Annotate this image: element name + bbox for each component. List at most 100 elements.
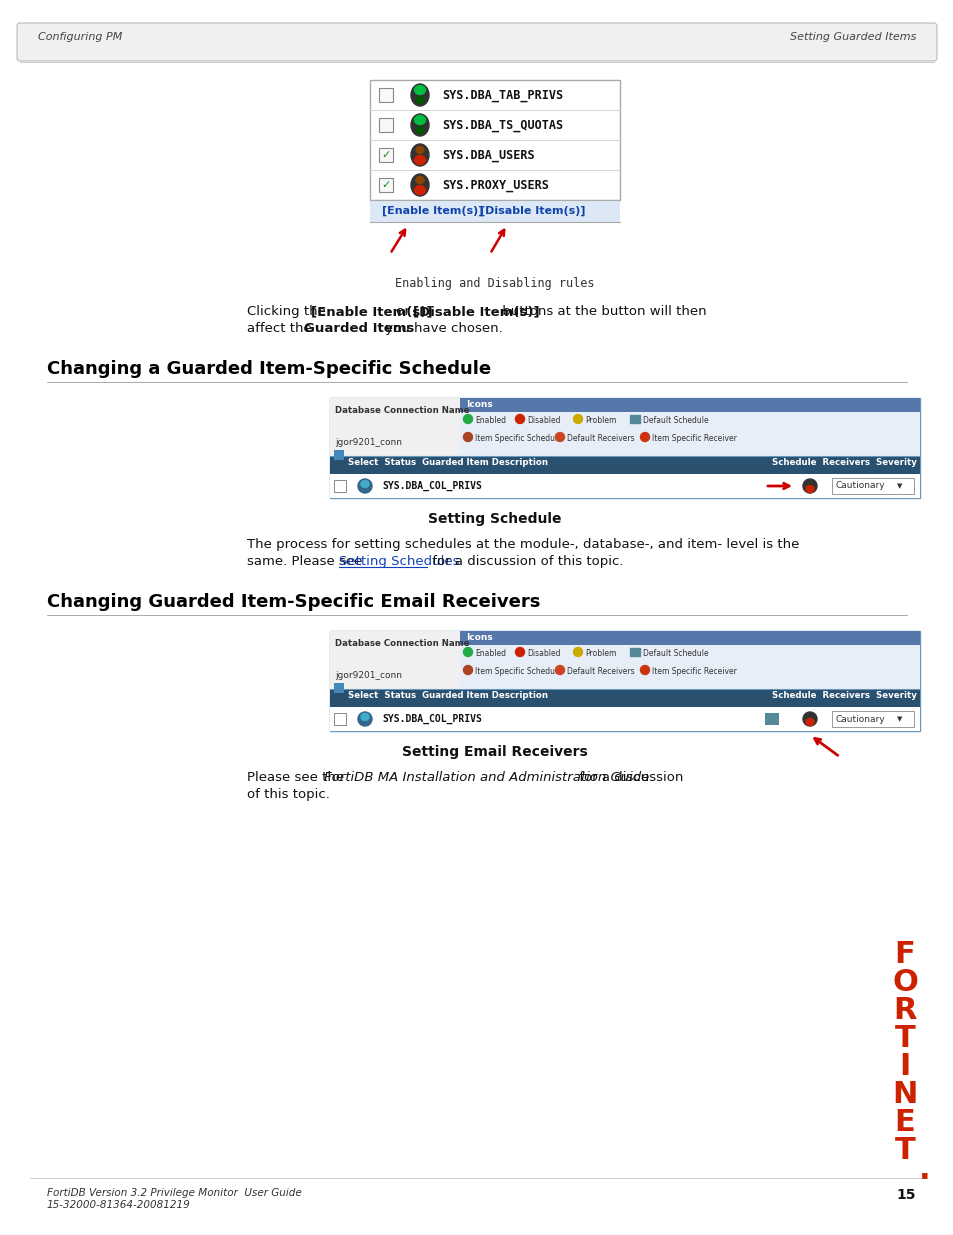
Text: Setting Schedule: Setting Schedule	[428, 513, 561, 526]
Text: [Disable Item(s)]: [Disable Item(s)]	[479, 206, 585, 216]
Bar	[334, 450, 344, 459]
Text: of this topic.: of this topic.	[247, 788, 330, 802]
Text: SYS.DBA_TS_QUOTAS: SYS.DBA_TS_QUOTAS	[441, 119, 562, 131]
Bar	[378, 88, 393, 103]
Text: Default Receivers: Default Receivers	[566, 433, 634, 443]
Text: Problem: Problem	[584, 650, 616, 658]
Ellipse shape	[805, 719, 813, 725]
Text: you have chosen.: you have chosen.	[380, 322, 502, 335]
Text: Changing a Guarded Item-Specific Schedule: Changing a Guarded Item-Specific Schedul…	[47, 359, 491, 378]
Ellipse shape	[802, 479, 816, 493]
Ellipse shape	[416, 147, 423, 153]
Text: Database Connection Name: Database Connection Name	[335, 406, 469, 415]
Bar	[330, 456, 919, 474]
Bar	[330, 631, 919, 731]
Bar	[764, 713, 779, 725]
Ellipse shape	[416, 96, 423, 104]
Text: Select  Status  Guarded Item Description: Select Status Guarded Item Description	[348, 458, 547, 467]
Text: [Enable Item(s)]: [Enable Item(s)]	[381, 206, 483, 216]
Text: affect the: affect the	[247, 322, 315, 335]
Text: T: T	[894, 1136, 915, 1165]
Ellipse shape	[463, 647, 472, 657]
Text: Select  Status  Guarded Item Description: Select Status Guarded Item Description	[348, 692, 547, 700]
Ellipse shape	[573, 647, 582, 657]
Text: Guarded Items: Guarded Items	[304, 322, 414, 335]
Text: Enabled: Enabled	[475, 416, 505, 425]
Bar	[330, 689, 919, 706]
Text: The process for setting schedules at the module-, database-, and item- level is : The process for setting schedules at the…	[247, 538, 799, 551]
Text: SYS.DBA_USERS: SYS.DBA_USERS	[441, 148, 534, 162]
Text: R: R	[892, 995, 916, 1025]
Text: [Enable Item(s)]: [Enable Item(s)]	[311, 305, 432, 317]
Ellipse shape	[639, 666, 649, 674]
Ellipse shape	[463, 415, 472, 424]
Ellipse shape	[805, 485, 813, 493]
Text: SYS.DBA_TAB_PRIVS: SYS.DBA_TAB_PRIVS	[441, 89, 562, 101]
Ellipse shape	[360, 714, 369, 720]
Ellipse shape	[357, 479, 372, 493]
Text: 15: 15	[896, 1188, 915, 1202]
Text: Enabled: Enabled	[475, 650, 505, 658]
Ellipse shape	[639, 432, 649, 441]
Text: Disabled: Disabled	[526, 416, 560, 425]
Text: Default Schedule: Default Schedule	[642, 650, 708, 658]
Text: Default Receivers: Default Receivers	[566, 667, 634, 676]
Text: SYS.DBA_COL_PRIVS: SYS.DBA_COL_PRIVS	[381, 480, 481, 492]
Text: Cautionary: Cautionary	[835, 482, 884, 490]
Bar	[330, 398, 459, 456]
Bar	[378, 178, 393, 191]
Text: ▼: ▼	[896, 483, 902, 489]
Text: for a discussion of this topic.: for a discussion of this topic.	[428, 555, 623, 568]
Text: O: O	[891, 968, 917, 997]
Bar	[459, 412, 919, 456]
Bar	[330, 631, 459, 689]
Ellipse shape	[416, 177, 423, 184]
Ellipse shape	[463, 432, 472, 441]
Bar	[378, 148, 393, 162]
Ellipse shape	[357, 713, 372, 726]
Bar	[831, 478, 913, 494]
Ellipse shape	[414, 156, 425, 164]
Ellipse shape	[573, 415, 582, 424]
Text: Item Specific Receiver: Item Specific Receiver	[651, 667, 736, 676]
Text: Item Specific Schedule: Item Specific Schedule	[475, 667, 561, 676]
Text: ✓: ✓	[381, 180, 391, 190]
Text: Problem: Problem	[584, 416, 616, 425]
Ellipse shape	[416, 126, 423, 133]
Text: jgor9201_conn: jgor9201_conn	[335, 671, 401, 680]
Text: Default Schedule: Default Schedule	[642, 416, 708, 425]
Text: ✓: ✓	[381, 149, 391, 161]
Text: same. Please see: same. Please see	[247, 555, 371, 568]
Text: buttons at the button will then: buttons at the button will then	[497, 305, 706, 317]
Bar	[459, 398, 919, 412]
Text: Item Specific Schedule: Item Specific Schedule	[475, 433, 561, 443]
Text: E: E	[894, 1108, 915, 1137]
Text: Clicking the: Clicking the	[247, 305, 330, 317]
Ellipse shape	[555, 432, 564, 441]
Bar	[459, 645, 919, 689]
Text: Setting Email Receivers: Setting Email Receivers	[402, 745, 587, 760]
Bar	[831, 711, 913, 727]
Text: FortiDB MA Installation and Administration Guide: FortiDB MA Installation and Administrati…	[324, 771, 649, 784]
Text: ▼: ▼	[896, 716, 902, 722]
Text: SYS.PROXY_USERS: SYS.PROXY_USERS	[441, 179, 548, 191]
Text: Please see the: Please see the	[247, 771, 348, 784]
Bar	[629, 415, 639, 424]
Bar	[330, 706, 919, 731]
Text: Database Connection Name: Database Connection Name	[335, 638, 469, 648]
Text: Item Specific Receiver: Item Specific Receiver	[651, 433, 736, 443]
Bar	[330, 398, 919, 498]
Bar	[459, 631, 919, 645]
Ellipse shape	[360, 480, 369, 488]
Text: [Disable Item(s)]: [Disable Item(s)]	[413, 305, 539, 317]
Text: Setting Guarded Items: Setting Guarded Items	[789, 32, 915, 42]
Text: for a discussion: for a discussion	[575, 771, 682, 784]
Text: jgor9201_conn: jgor9201_conn	[335, 438, 401, 447]
Bar	[334, 683, 344, 693]
Bar	[370, 200, 619, 222]
Ellipse shape	[463, 666, 472, 674]
Ellipse shape	[802, 713, 816, 726]
Ellipse shape	[411, 114, 429, 136]
Text: I: I	[899, 1052, 910, 1081]
Ellipse shape	[414, 116, 425, 125]
